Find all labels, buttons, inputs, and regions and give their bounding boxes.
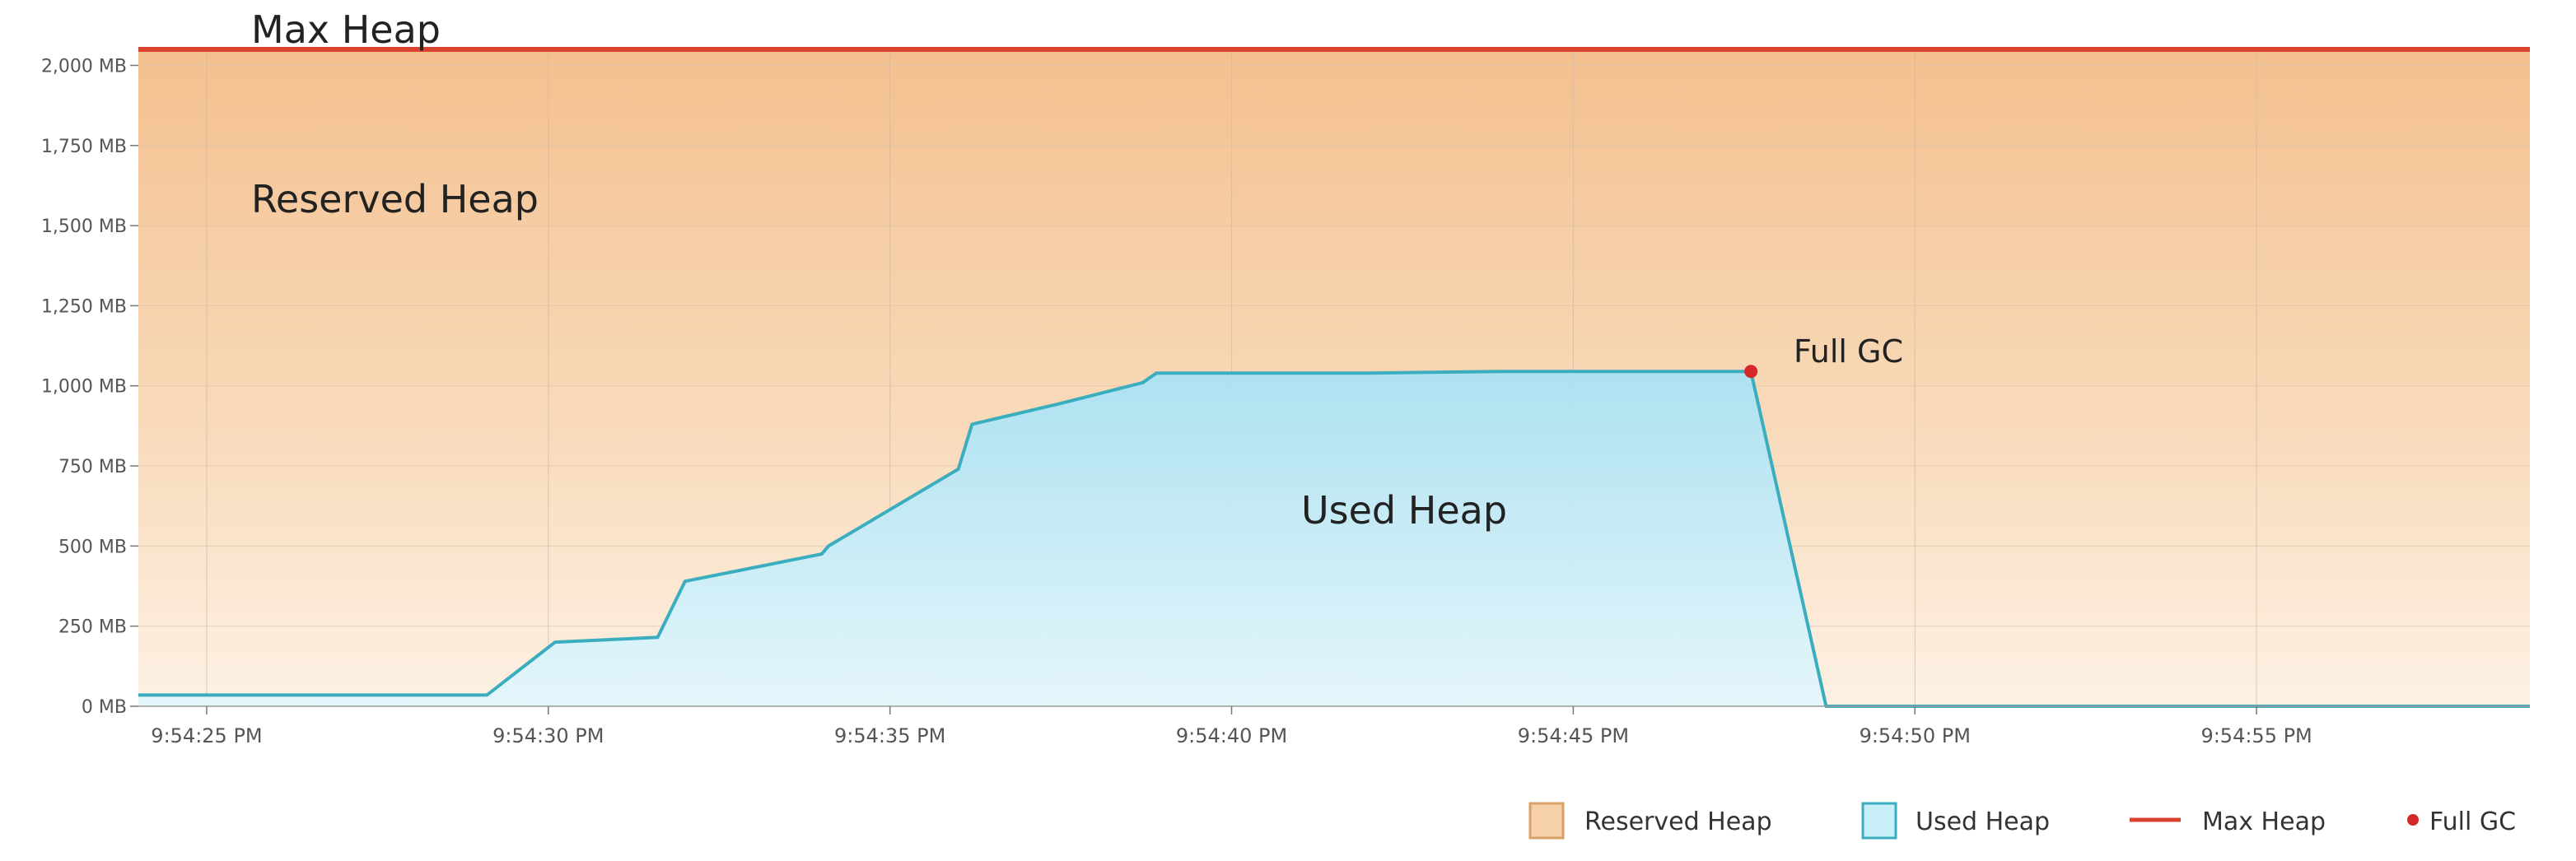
y-axis-ticks: 0 MB 250 MB 500 MB 750 MB 1,000 MB 1,250 MB 1,… xyxy=(41,56,138,718)
full-gc-marker xyxy=(1744,365,1758,379)
y-tick-label: 250 MB xyxy=(58,617,127,638)
x-tick-label: 9:54:55 PM xyxy=(2200,724,2312,747)
x-tick-label: 9:54:35 PM xyxy=(834,724,945,747)
x-tick-label: 9:54:50 PM xyxy=(1860,724,1971,747)
x-tick-label: 9:54:40 PM xyxy=(1176,724,1287,747)
y-tick-label: 1,750 MB xyxy=(41,137,127,157)
used-heap-annotation: Used Heap xyxy=(1301,488,1507,533)
y-tick-label: 1,250 MB xyxy=(41,296,127,317)
legend: Reserved Heap Used Heap Max Heap Full GC xyxy=(1528,802,2516,840)
reserved-heap-annotation: Reserved Heap xyxy=(251,177,539,221)
areas xyxy=(138,47,2530,708)
y-tick-label: 500 MB xyxy=(58,537,127,557)
used-heap-area xyxy=(138,371,2530,706)
legend-label-max-heap: Max Heap xyxy=(2202,807,2326,836)
y-tick-label: 1,000 MB xyxy=(41,377,127,398)
legend-swatch-used-heap xyxy=(1861,802,1897,840)
y-tick-label: 0 MB xyxy=(82,697,127,718)
full-gc-annotation: Full GC xyxy=(1794,333,1903,370)
x-tick-label: 9:54:45 PM xyxy=(1518,724,1629,747)
x-tick-label: 9:54:25 PM xyxy=(151,724,262,747)
legend-label-used-heap: Used Heap xyxy=(1916,807,2050,836)
y-tick-label: 750 MB xyxy=(58,457,127,477)
y-tick-label: 2,000 MB xyxy=(41,56,127,77)
max-heap-annotation: Max Heap xyxy=(251,7,441,52)
y-tick-label: 1,500 MB xyxy=(41,216,127,237)
x-tick-label: 9:54:30 PM xyxy=(492,724,604,747)
used-heap-line xyxy=(138,370,2530,708)
legend-label-full-gc: Full GC xyxy=(2429,807,2516,836)
x-axis-ticks: 9:54:25 PM 9:54:30 PM 9:54:35 PM 9:54:40 PM… xyxy=(151,706,2312,747)
legend-dot-full-gc xyxy=(2407,814,2419,826)
legend-swatch-reserved-heap xyxy=(1528,802,1565,840)
legend-label-reserved-heap: Reserved Heap xyxy=(1584,807,1772,836)
